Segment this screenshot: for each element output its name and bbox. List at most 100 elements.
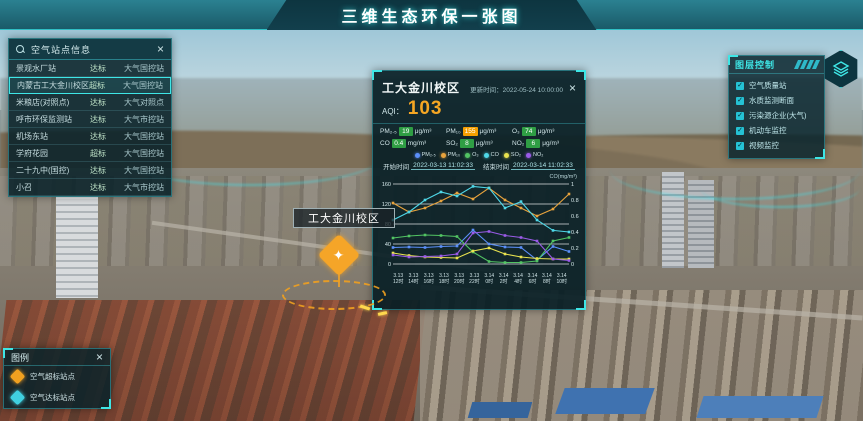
data-point <box>503 245 507 249</box>
layer-control-panel: 图层控制 ✓ 空气质量站 ✓ 水质监测断面 ✓ 污染源企业(大气) ✓ 机动车监控 ✓ 视频监控 <box>728 55 825 159</box>
series-line-CO <box>392 185 570 233</box>
checkbox-checked-icon[interactable]: ✓ <box>736 111 744 120</box>
pollutant-unit: μg/m³ <box>542 140 560 147</box>
checkbox-checked-icon[interactable]: ✓ <box>736 126 744 135</box>
data-point <box>519 261 523 264</box>
data-point <box>455 194 459 198</box>
data-point <box>423 246 427 249</box>
data-point <box>455 244 459 248</box>
station-status: 达标 <box>90 165 106 175</box>
pollutant-name: PM₂.₅ <box>380 128 397 135</box>
left-axis-tick: 0 <box>388 262 391 268</box>
station-status: 超标 <box>90 148 106 158</box>
legend-panel-item: 空气超标站点 <box>4 366 110 387</box>
legend-item[interactable]: PM₁₀ <box>440 152 461 158</box>
close-icon[interactable]: × <box>95 350 103 364</box>
close-icon[interactable]: × <box>156 42 164 56</box>
pollutant-value-chip: 0.4 <box>391 139 406 148</box>
x-axis-label: 3.13 16时 <box>423 273 435 286</box>
station-name: 内蒙古工大金川校区 <box>17 81 89 90</box>
pollutant-unit: μg/m³ <box>479 128 497 135</box>
data-point <box>519 200 523 203</box>
station-row[interactable]: 内蒙古工大金川校区 超标 大气国控站 <box>9 77 171 94</box>
station-status: 达标 <box>90 97 106 107</box>
layer-item[interactable]: ✓ 水质监测断面 <box>729 93 824 108</box>
legend-item[interactable]: PM₂.₅ <box>414 152 436 158</box>
aqi-readout: AQI： 103 <box>373 98 585 124</box>
checkbox-checked-icon[interactable]: ✓ <box>736 141 744 150</box>
legend-label: PM₁₀ <box>447 152 461 158</box>
start-time-label: 开始时间 <box>383 164 410 171</box>
data-point <box>407 255 411 259</box>
data-point <box>407 210 411 214</box>
legend-color-dot <box>483 152 489 158</box>
layer-item[interactable]: ✓ 污染源企业(大气) <box>729 108 824 123</box>
end-time-input[interactable]: 2022-03-14 11:02:33 <box>511 162 575 170</box>
layer-panel-title: 图层控制 <box>735 60 776 70</box>
data-point <box>455 256 459 260</box>
x-axis-label: 3.14 4时 <box>513 273 523 286</box>
aqi-value: 103 <box>407 98 443 119</box>
station-type: 大气国控站 <box>123 81 163 90</box>
station-marker-pin[interactable]: ✦ <box>317 233 361 277</box>
station-map-label[interactable]: 工大金川校区 <box>293 208 395 228</box>
chart-canvas: 0408012016000.20.40.60.81 <box>382 182 579 268</box>
start-time-input[interactable]: 2022-03-13 11:02:33 <box>411 162 475 170</box>
pollutant-unit: mg/m³ <box>407 140 427 147</box>
data-point <box>391 201 395 205</box>
left-axis-tick: 120 <box>382 202 391 208</box>
series-line-PM₂.₅ <box>392 229 570 261</box>
end-time-label: 结束时间 <box>483 164 509 171</box>
update-time-label: 更新时间： <box>470 87 503 94</box>
pollutant-cell: SO₂ 8 μg/m³ <box>446 139 512 148</box>
left-axis-tick: 160 <box>382 182 391 188</box>
legend-item[interactable]: SO₂ <box>503 152 521 158</box>
station-row[interactable]: 米粮店(对照点) 达标 大气对照点 <box>9 94 171 111</box>
station-name: 二十九中(国控) <box>16 165 70 175</box>
legend-item[interactable]: O₃ <box>465 152 479 158</box>
data-point <box>439 254 443 258</box>
layer-item[interactable]: ✓ 机动车监控 <box>729 123 824 138</box>
data-point <box>551 207 555 211</box>
data-point <box>551 239 555 243</box>
station-row[interactable]: 机场东站 达标 大气国控站 <box>9 128 171 145</box>
pollutant-value-chip: 6 <box>526 139 541 148</box>
legend-panel-item-label: 空气达标站点 <box>30 393 75 402</box>
data-point <box>455 252 459 256</box>
layer-item-label: 机动车监控 <box>749 126 787 135</box>
right-axis-tick: 0.2 <box>571 246 579 252</box>
checkbox-checked-icon[interactable]: ✓ <box>736 81 744 90</box>
close-icon[interactable]: × <box>568 81 576 95</box>
pollutant-unit: μg/m³ <box>475 140 493 147</box>
checkbox-checked-icon[interactable]: ✓ <box>736 96 744 105</box>
station-row[interactable]: 二十九中(国控) 达标 大气国控站 <box>9 162 171 179</box>
data-point <box>439 245 443 248</box>
station-name: 呼市环保监测站 <box>16 114 72 124</box>
pinwheel-icon: ✦ <box>333 246 345 263</box>
layers-hex-button[interactable] <box>824 50 858 88</box>
station-name: 景观水厂站 <box>16 63 56 73</box>
data-point <box>503 234 507 237</box>
station-type: 大气市控站 <box>124 114 164 124</box>
industrial-roof <box>555 388 655 414</box>
chart-legend: PM₂.₅ PM₁₀ O₃ CO SO₂ NO₂ <box>373 149 585 159</box>
data-point <box>535 259 539 263</box>
data-point <box>487 260 491 263</box>
data-point <box>423 233 427 237</box>
station-row[interactable]: 学府花园 超标 大气国控站 <box>9 145 171 162</box>
station-row[interactable]: 小召 达标 大气市控站 <box>9 179 171 196</box>
aqi-label: AQI： <box>382 107 404 116</box>
legend-item[interactable]: NO₂ <box>526 152 543 158</box>
layer-item[interactable]: ✓ 空气质量站 <box>729 78 824 93</box>
industrial-roof <box>696 396 824 418</box>
data-point <box>535 257 539 260</box>
legend-label: NO₂ <box>533 152 544 158</box>
layer-item-label: 水质监测断面 <box>749 96 794 105</box>
search-icon[interactable] <box>16 44 25 54</box>
legend-item[interactable]: CO <box>483 152 499 158</box>
data-point <box>391 253 395 257</box>
station-row[interactable]: 景观水厂站 达标 大气国控站 <box>9 60 171 77</box>
station-row[interactable]: 呼市环保监测站 达标 大气市控站 <box>9 111 171 128</box>
layer-item[interactable]: ✓ 视频监控 <box>729 138 824 153</box>
